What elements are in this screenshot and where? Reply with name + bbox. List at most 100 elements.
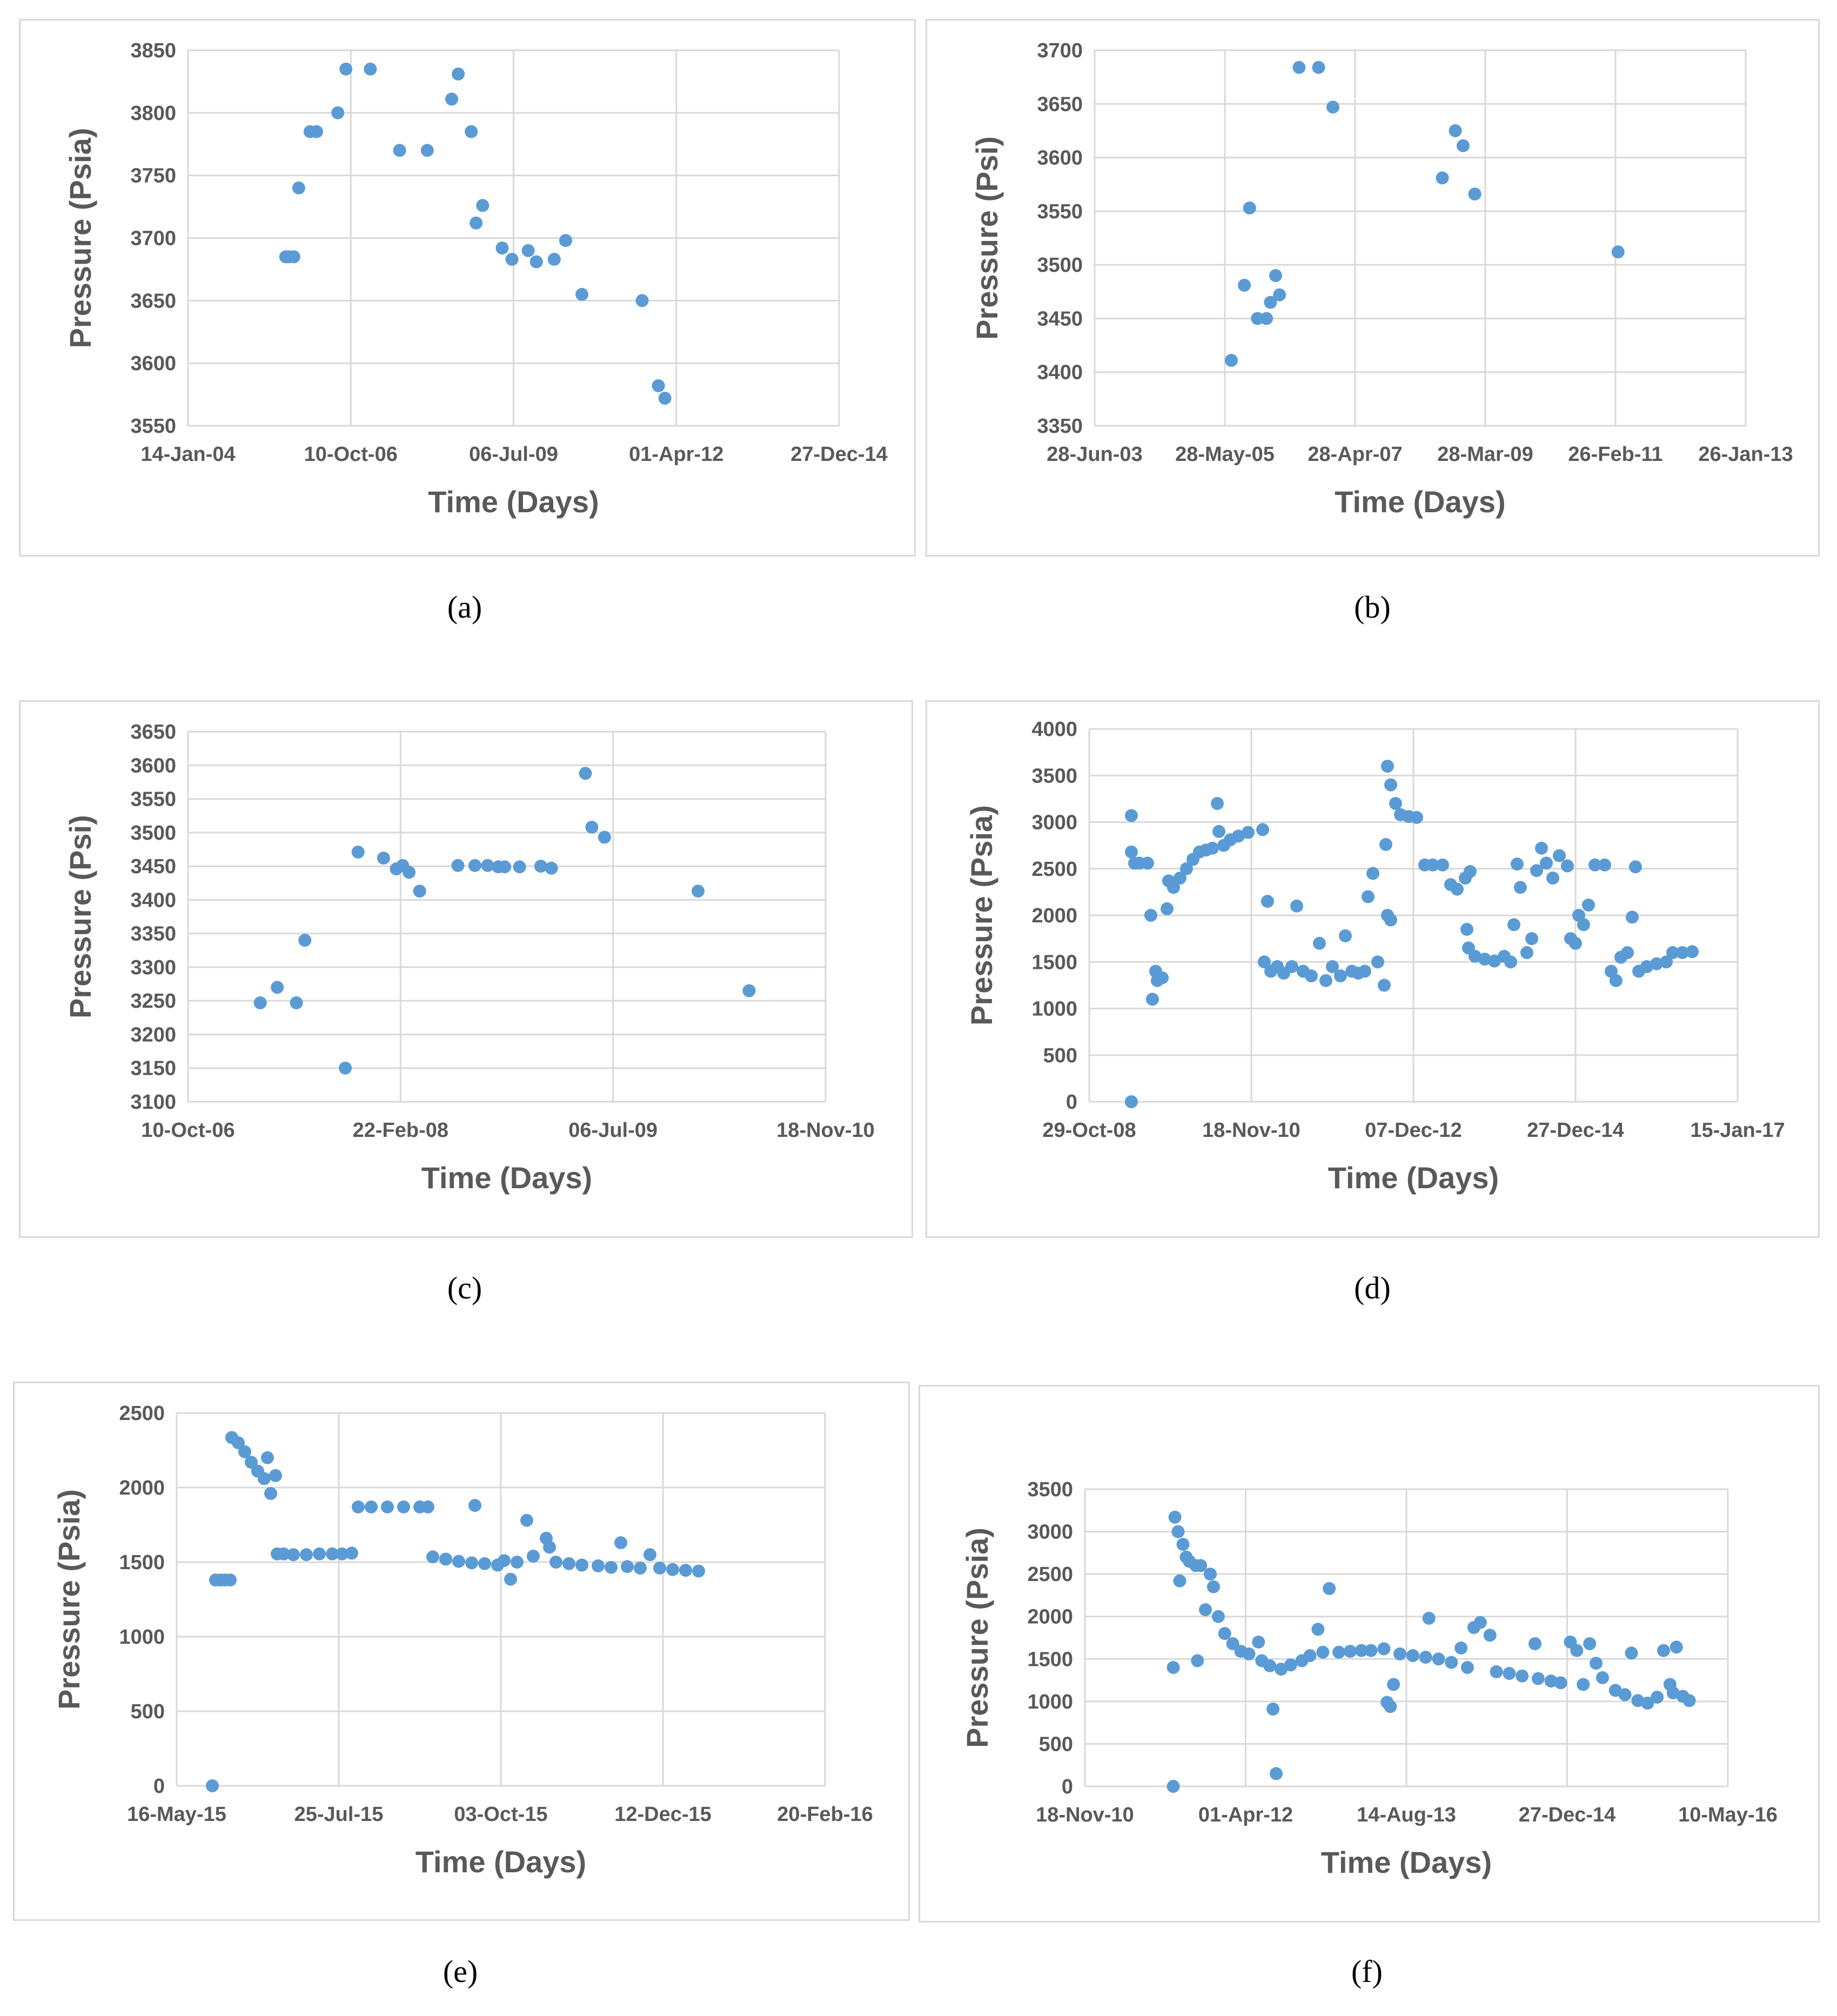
series-points [253, 767, 756, 1075]
data-point [1263, 1659, 1277, 1672]
data-point [1242, 826, 1255, 839]
data-point [1206, 841, 1219, 855]
data-point [1483, 1629, 1497, 1642]
data-point [1269, 269, 1282, 282]
data-point [1464, 865, 1477, 878]
data-point [1232, 829, 1245, 843]
data-point [1323, 1582, 1336, 1595]
data-point [1454, 1641, 1468, 1655]
data-point [271, 981, 284, 994]
data-point [1530, 864, 1543, 878]
gridlines [1088, 728, 1739, 1103]
data-point [529, 255, 543, 269]
data-point [1156, 971, 1169, 984]
data-point [1461, 1661, 1474, 1674]
y-axis-label: Pressure (Psia) [960, 1528, 994, 1748]
data-point [397, 1500, 410, 1513]
data-point [1176, 1538, 1190, 1551]
chart-e-svg: 0 500 1000 1500 2000 2500 16-May-15 25-Jul-15 03… [52, 1402, 873, 1879]
data-point [1535, 841, 1548, 855]
series-points [1125, 760, 1699, 1108]
data-point [1243, 201, 1256, 215]
data-point [504, 1572, 517, 1586]
y-tick-label: 3000 [1027, 1521, 1073, 1544]
data-point [1618, 1688, 1632, 1702]
x-tick-label: 28-Mar-09 [1437, 443, 1533, 466]
data-point [614, 1536, 627, 1550]
chart-a-svg: 3550 3600 3650 3700 3750 3800 3850 14-Jan-04 10-… [63, 39, 888, 519]
y-tick-label: 2500 [1031, 858, 1077, 881]
data-point [1125, 845, 1138, 859]
data-point [1422, 1611, 1436, 1625]
data-point [1384, 778, 1397, 792]
data-point [1546, 872, 1559, 885]
x-tick-label: 28-Jun-03 [1047, 443, 1142, 466]
x-tick-label: 28-Apr-07 [1308, 443, 1402, 466]
data-point [1207, 1580, 1220, 1593]
data-point [521, 244, 535, 257]
series-points [1166, 1510, 1696, 1793]
data-point [1381, 760, 1394, 773]
data-point [543, 1541, 556, 1554]
data-point [652, 379, 665, 392]
data-point [1507, 918, 1520, 932]
data-point [1226, 1637, 1239, 1650]
data-point [326, 1547, 339, 1560]
caption-e: (e) [443, 1954, 478, 1989]
x-tick-label: 10-Oct-06 [141, 1119, 234, 1142]
data-point [1670, 1640, 1683, 1654]
data-point [1285, 960, 1298, 973]
data-point [679, 1564, 692, 1577]
y-tick-label: 3100 [130, 1091, 176, 1114]
y-tick-label: 1000 [1027, 1691, 1073, 1713]
data-point [1621, 946, 1634, 959]
caption-d: (d) [1354, 1270, 1391, 1305]
data-point [413, 885, 426, 898]
data-point [1261, 895, 1274, 908]
data-point [292, 181, 305, 195]
x-tick-label: 20-Feb-16 [777, 1803, 873, 1826]
data-point [470, 216, 483, 230]
data-point [1258, 955, 1271, 969]
data-point [1378, 979, 1391, 992]
x-tick-label: 14-Aug-13 [1357, 1804, 1456, 1826]
data-point [1264, 296, 1277, 309]
y-axis-label: Pressure (Psi) [63, 815, 97, 1019]
y-tick-label: 3600 [130, 754, 176, 777]
data-point [1570, 1644, 1584, 1657]
y-tick-label: 3650 [130, 721, 176, 744]
y-tick-label: 3850 [130, 39, 176, 62]
data-point [339, 1061, 352, 1075]
y-tick-label: 2500 [119, 1402, 165, 1425]
data-point [1626, 910, 1639, 924]
data-point [1180, 862, 1193, 875]
data-point [1319, 974, 1332, 987]
y-axis-label: Pressure (Psia) [63, 128, 97, 349]
chart-c-svg: 3100 3150 3200 3250 3300 3350 3400 3450 3500 3550… [63, 721, 875, 1195]
data-point [1554, 1676, 1567, 1690]
x-tick-label: 10-Oct-06 [304, 443, 398, 466]
data-point [1256, 823, 1269, 836]
x-tick-label: 06-Jul-09 [568, 1119, 658, 1142]
x-axis-label: Time (Days) [1328, 1161, 1499, 1195]
data-point [1469, 949, 1481, 963]
data-point [1419, 1651, 1432, 1664]
x-tick-label: 18-Nov-10 [1036, 1804, 1134, 1826]
data-point [331, 106, 345, 119]
data-point [245, 1456, 258, 1469]
data-point [513, 860, 526, 874]
data-point [1384, 913, 1397, 927]
gridlines [1094, 49, 1747, 427]
y-tick-label: 0 [1062, 1776, 1073, 1798]
x-tick-label: 27-Dec-14 [1519, 1804, 1616, 1826]
data-point [1238, 278, 1251, 292]
data-point [592, 1559, 605, 1572]
data-point [1583, 1637, 1597, 1650]
y-tick-label: 3600 [130, 352, 176, 375]
y-tick-label: 3500 [1027, 1478, 1073, 1501]
data-point [377, 852, 390, 865]
data-point [1339, 929, 1352, 942]
chart-panel-b: 3350 3400 3450 3500 3550 3600 3650 3700 28-Jun-0… [926, 19, 1820, 557]
data-point [653, 1562, 666, 1575]
data-point [1520, 946, 1533, 959]
